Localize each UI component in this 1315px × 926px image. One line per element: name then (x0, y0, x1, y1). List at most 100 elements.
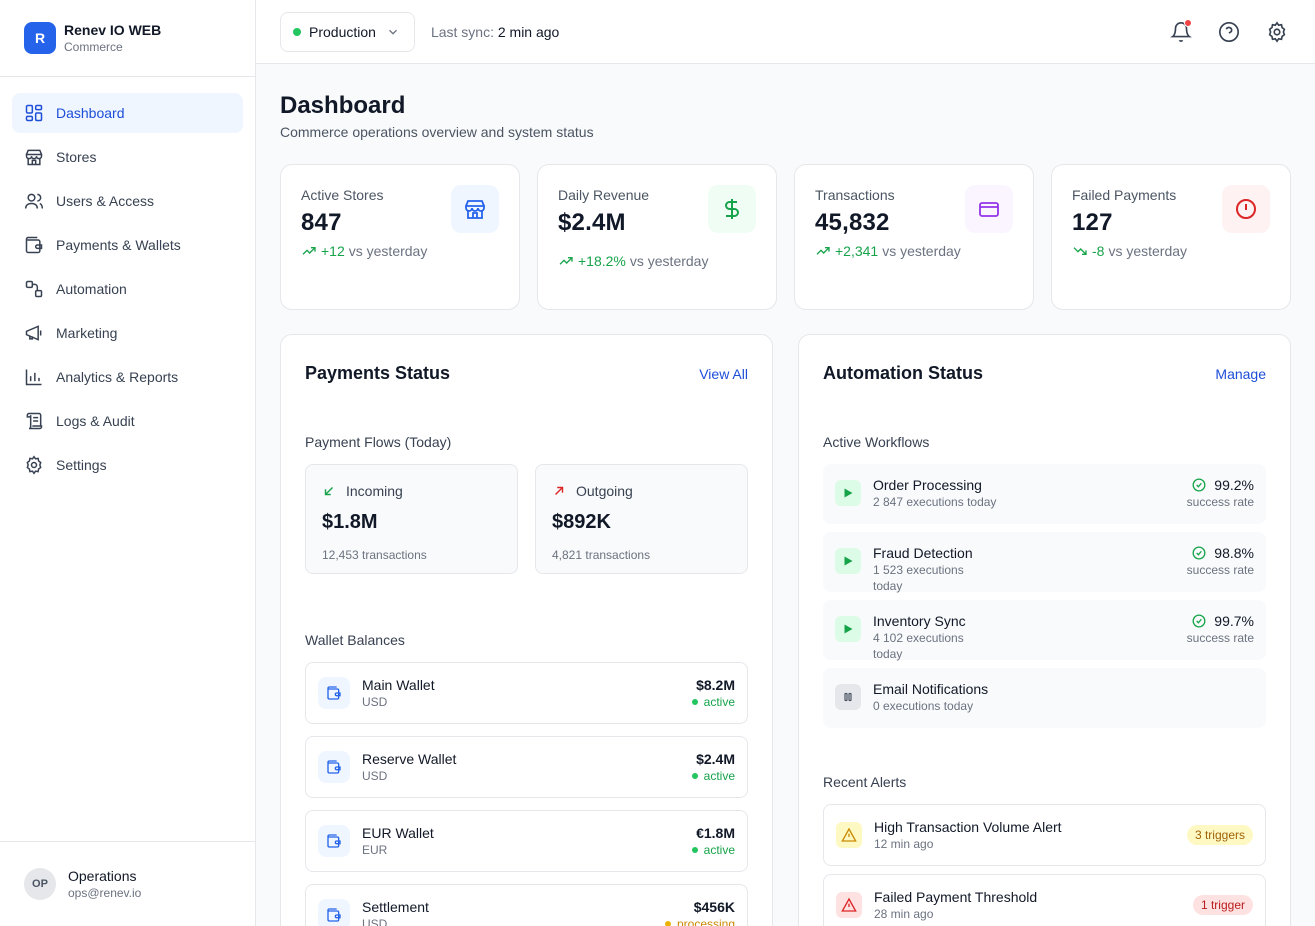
list-item[interactable]: Inventory Sync 4 102 executions today 99… (823, 600, 1266, 661)
stat-delta: +2,341 vs yesterday (815, 243, 1013, 259)
alert-time: 12 min ago (874, 837, 934, 851)
gear-icon (26, 455, 42, 475)
status-badge: processing (664, 916, 735, 926)
workflow-executions: 0 executions today (873, 699, 974, 713)
wallet-name: Reserve Wallet (362, 751, 457, 767)
sidebar-nav: Dashboard Stores Users & Access Payments… (0, 77, 255, 505)
sidebar-item-dashboard[interactable]: Dashboard (12, 93, 243, 133)
list-item[interactable]: Settlement USD $456K processing (305, 884, 748, 926)
warning-icon (836, 892, 862, 918)
environment-select[interactable]: Production (280, 11, 415, 52)
stat-value: 847 (301, 209, 342, 236)
users-icon (24, 193, 44, 209)
list-item[interactable]: High Transaction Volume Alert 12 min ago… (823, 804, 1266, 866)
chevron-down-icon (388, 29, 397, 35)
sidebar-item-payments[interactable]: Payments & Wallets (12, 225, 243, 265)
stat-delta: -8 vs yesterday (1072, 243, 1270, 259)
check-circle-icon (1192, 546, 1206, 560)
stat-delta-value: +12 (321, 243, 345, 259)
stat-label: Failed Payments (1072, 187, 1177, 203)
topbar: Production Last sync: 2 min ago (256, 0, 1315, 64)
credit-card-icon (965, 185, 1013, 233)
dashboard-icon (25, 104, 43, 122)
wallet-list: Main Wallet USD $8.2M active Reserv (305, 662, 748, 926)
stat-value: 127 (1072, 209, 1113, 236)
page-content: Dashboard Commerce operations overview a… (256, 64, 1315, 926)
status-badge: 1 trigger (1192, 895, 1253, 915)
sidebar-item-label: Dashboard (56, 105, 125, 121)
arrow-up-right-icon (555, 486, 564, 495)
wallet-currency: USD (362, 695, 388, 709)
workflow-name: Email Notifications (873, 681, 989, 697)
sidebar-item-label: Analytics & Reports (56, 369, 179, 385)
environment-label: Production (309, 23, 376, 40)
sidebar-item-analytics[interactable]: Analytics & Reports (12, 357, 243, 397)
wallet-currency: USD (362, 769, 388, 783)
user-profile[interactable]: OP Operations ops@renev.io (0, 841, 255, 926)
flow-label: Incoming (346, 483, 403, 499)
stat-label: Transactions (815, 187, 895, 203)
help-button[interactable] (1215, 18, 1243, 46)
stat-delta-suffix: vs yesterday (882, 243, 961, 259)
flow-card-outgoing: Outgoing $892K 4,821 transactions (535, 464, 748, 574)
section-label: Active Workflows (823, 434, 930, 450)
success-rate-label: success rate (1186, 563, 1254, 577)
wallet-icon (318, 899, 350, 926)
gear-icon (1268, 20, 1286, 43)
list-item[interactable]: EUR Wallet EUR €1.8M active (305, 810, 748, 872)
workflow-executions: 4 102 executions today (873, 631, 964, 661)
sidebar-item-marketing[interactable]: Marketing (12, 313, 243, 353)
sidebar-item-automation[interactable]: Automation (12, 269, 243, 309)
automation-status-panel: Automation Status Manage Active Workflow… (798, 334, 1291, 926)
workflow-icon (25, 280, 43, 298)
sidebar-item-stores[interactable]: Stores (12, 137, 243, 177)
section-label: Recent Alerts (823, 774, 907, 790)
sidebar-item-logs[interactable]: Logs & Audit (12, 401, 243, 441)
sync-label: Last sync: (430, 23, 494, 40)
list-item[interactable]: Main Wallet USD $8.2M active (305, 662, 748, 724)
sidebar-item-settings[interactable]: Settings (12, 445, 243, 485)
stat-delta-value: +18.2% (578, 253, 626, 269)
trending-down-icon (1073, 247, 1087, 255)
wallet-icon (318, 751, 350, 783)
sidebar-item-label: Marketing (56, 325, 118, 341)
wallet-icon (25, 236, 43, 254)
sidebar-item-label: Stores (56, 149, 97, 165)
list-item[interactable]: Failed Payment Threshold 28 min ago 1 tr… (823, 874, 1266, 926)
last-sync: Last sync: 2 min ago (431, 24, 559, 40)
wallet-name: Main Wallet (362, 677, 435, 693)
wallet-amount: €1.8M (696, 825, 735, 841)
flow-sub: 4,821 transactions (552, 548, 651, 562)
sidebar-item-label: Settings (56, 457, 107, 473)
list-item[interactable]: Fraud Detection 1 523 executions today 9… (823, 532, 1266, 593)
flow-sub: 12,453 transactions (322, 548, 427, 562)
wallet-icon (318, 677, 350, 709)
stat-card-failed-payments: Failed Payments 127 -8 vs yesterday (1051, 164, 1291, 310)
list-item[interactable]: Email Notifications 0 executions today (823, 668, 1266, 728)
notification-badge (1184, 18, 1192, 27)
trending-up-icon (559, 257, 573, 265)
store-icon (451, 185, 499, 233)
sync-value: 2 min ago (497, 23, 560, 40)
brand: R Renev IO WEB Commerce (0, 0, 255, 77)
stat-delta-suffix: vs yesterday (348, 243, 428, 259)
page-title: Dashboard (280, 92, 406, 119)
list-item[interactable]: Order Processing 2 847 executions today … (823, 464, 1266, 524)
alert-list: High Transaction Volume Alert 12 min ago… (823, 804, 1266, 926)
warning-icon (836, 822, 862, 848)
manage-link[interactable]: Manage (1215, 365, 1266, 382)
stat-card-transactions: Transactions 45,832 +2,341 vs yesterday (794, 164, 1034, 310)
user-email: ops@renev.io (68, 886, 142, 900)
wallet-icon (318, 825, 350, 857)
list-item[interactable]: Reserve Wallet USD $2.4M active (305, 736, 748, 798)
sidebar-item-users[interactable]: Users & Access (12, 181, 243, 221)
settings-button[interactable] (1263, 18, 1291, 46)
section-label: Wallet Balances (305, 632, 405, 648)
store-icon (25, 149, 43, 166)
play-icon (835, 616, 861, 642)
success-rate: 98.8% (1187, 544, 1254, 562)
notifications-button[interactable] (1167, 18, 1195, 46)
help-circle-icon (1219, 21, 1239, 42)
view-all-link[interactable]: View All (699, 365, 748, 382)
payments-status-panel: Payments Status View All Payment Flows (… (280, 334, 773, 926)
